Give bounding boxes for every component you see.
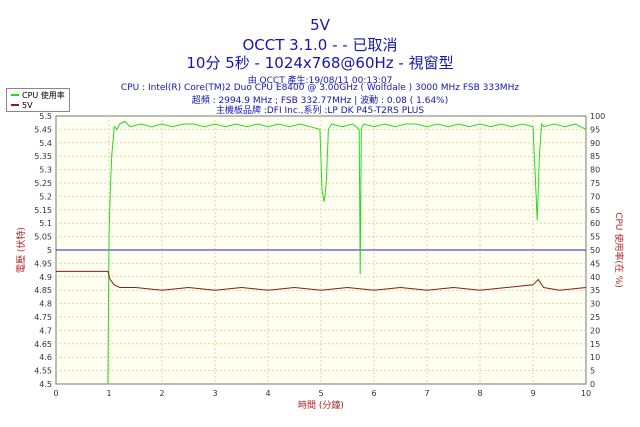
meta-cpu: CPU : Intel(R) Core(TM)2 Duo CPU E8400 @… <box>120 83 520 93</box>
y-left-tick-label: 4.85 <box>34 286 52 295</box>
x-tick-label: 2 <box>159 389 164 398</box>
chart-subtitle-2: 10分 5秒 - 1024x768@60Hz - 視窗型 <box>186 54 454 72</box>
y-left-tick-label: 5.45 <box>34 125 52 134</box>
x-tick-label: 8 <box>477 389 482 398</box>
legend-item-cpu: CPU 使用率 <box>11 90 65 100</box>
y-left-tick-label: 4.6 <box>39 353 52 362</box>
x-tick-label: 6 <box>371 389 376 398</box>
y-right-tick-label: 10 <box>590 353 600 362</box>
y-left-tick-label: 5.1 <box>39 219 52 228</box>
x-tick-label: 4 <box>265 389 270 398</box>
y-left-tick-label: 5.4 <box>39 139 52 148</box>
y-right-tick-label: 45 <box>590 259 600 268</box>
legend-swatch-cpu <box>11 94 19 96</box>
x-tick-label: 7 <box>424 389 429 398</box>
y-left-tick-label: 4.75 <box>34 313 52 322</box>
y-left-tick-label: 5.15 <box>34 206 52 215</box>
meta-motherboard: 主機板品牌 :DFI Inc.,系列 :LP DK P45-T2RS PLUS <box>215 106 425 116</box>
y-right-tick-label: 20 <box>590 326 600 335</box>
y-left-tick-label: 4.5 <box>39 380 52 389</box>
chart-subtitle: OCCT 3.1.0 - - 已取消 <box>242 36 398 54</box>
meta-generated: 由 OCCT 產生:19/08/11 00:13:07 <box>247 76 393 86</box>
y-right-tick-label: 60 <box>590 219 600 228</box>
y-right-tick-label: 85 <box>590 152 600 161</box>
y-left-tick-label: 4.55 <box>34 367 52 376</box>
y-left-tick-label: 5 <box>47 246 52 255</box>
y-right-tick-label: 30 <box>590 300 600 309</box>
x-tick-label: 10 <box>581 389 591 398</box>
y-right-tick-label: 15 <box>590 340 600 349</box>
y-right-tick-label: 35 <box>590 286 600 295</box>
y-right-tick-label: 75 <box>590 179 600 188</box>
y-right-tick-label: 100 <box>590 112 605 121</box>
x-tick-label: 9 <box>530 389 535 398</box>
y-left-tick-label: 5.2 <box>39 192 52 201</box>
y-right-tick-label: 55 <box>590 233 600 242</box>
legend: CPU 使用率 5V <box>6 88 70 112</box>
y-right-tick-label: 5 <box>590 367 595 376</box>
y-right-tick-label: 70 <box>590 192 600 201</box>
y-right-tick-label: 40 <box>590 273 600 282</box>
chart-title: 5V <box>310 16 330 34</box>
y-right-tick-label: 95 <box>590 125 600 134</box>
y-left-tick-label: 4.8 <box>39 300 52 309</box>
y-right-tick-label: 65 <box>590 206 600 215</box>
y-right-tick-label: 90 <box>590 139 600 148</box>
y-axis-left-label: 電壓 (伏特) <box>15 227 27 273</box>
legend-swatch-5v <box>11 104 19 106</box>
x-axis-label: 時間 (分鐘) <box>298 399 344 411</box>
y-left-tick-label: 5.35 <box>34 152 52 161</box>
meta-overclock: 超頻 : 2994.9 MHz ; FSB 332.77MHz | 波動 : 0… <box>191 96 449 106</box>
y-axis-right-ticks: 0 5 10 15 20 25 30 35 40 45 50 55 60 65 70 75 80 85 90 95 10… <box>590 112 605 389</box>
x-axis-ticks: 0 1 2 3 4 5 6 7 8 9 10 <box>53 389 591 398</box>
y-left-tick-label: 5.05 <box>34 233 52 242</box>
y-right-tick-label: 50 <box>590 246 600 255</box>
y-left-tick-label: 5.25 <box>34 179 52 188</box>
x-tick-label: 3 <box>212 389 217 398</box>
x-tick-label: 0 <box>53 389 58 398</box>
y-left-tick-label: 5.5 <box>39 112 52 121</box>
y-left-tick-label: 5.3 <box>39 166 52 175</box>
y-right-tick-label: 80 <box>590 166 600 175</box>
series-line-cpu <box>107 120 587 385</box>
x-tick-label: 1 <box>106 389 111 398</box>
y-axis-left-ticks: 4.5 4.55 4.6 4.65 4.7 4.75 4.8 4.85 4.9 4.95 5 5.05… <box>34 112 52 389</box>
y-left-tick-label: 4.95 <box>34 259 52 268</box>
y-right-tick-label: 25 <box>590 313 600 322</box>
y-left-tick-label: 4.65 <box>34 340 52 349</box>
y-left-tick-label: 4.9 <box>39 273 52 282</box>
y-left-tick-label: 4.7 <box>39 326 52 335</box>
x-tick-label: 5 <box>318 389 323 398</box>
y-axis-right-label: CPU 使用率(在 %) <box>613 212 625 288</box>
series-line-5v <box>56 270 587 291</box>
legend-item-5v: 5V <box>11 100 33 110</box>
y-right-tick-label: 0 <box>590 380 595 389</box>
